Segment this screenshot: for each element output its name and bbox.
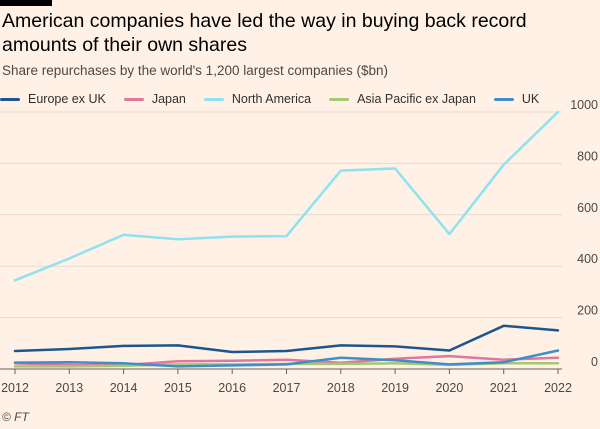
legend-item: North America: [203, 92, 312, 106]
chart-title: American companies have led the way in b…: [2, 10, 527, 56]
x-tick-label: 2013: [55, 381, 83, 395]
legend-label: Japan: [151, 92, 186, 106]
x-tick-label: 2015: [164, 381, 192, 395]
x-tick-label: 2012: [1, 381, 29, 395]
source-credit: © FT: [2, 410, 29, 424]
legend-item: UK: [493, 92, 540, 106]
y-tick-label: 800: [577, 149, 598, 163]
series-line-north-america: [13, 110, 560, 282]
legend-swatch: [203, 97, 224, 101]
legend-label: North America: [231, 92, 312, 106]
legend-swatch: [493, 97, 514, 101]
x-tick-label: 2020: [435, 381, 463, 395]
series-line-uk: [13, 349, 560, 368]
legend-label: UK: [521, 92, 540, 106]
chart-legend: Europe ex UK Japan North America Asia Pacif…: [0, 90, 557, 108]
x-tick-label: 2014: [110, 381, 138, 395]
series-line-europe-ex-uk: [13, 324, 560, 354]
y-tick-label: 1000: [570, 98, 598, 112]
x-tick-label: 2016: [218, 381, 246, 395]
legend-label: Asia Pacific ex Japan: [357, 92, 476, 106]
ft-top-bar: [0, 0, 52, 6]
x-tick-label: 2017: [273, 381, 301, 395]
chart-subtitle: Share repurchases by the world's 1,200 l…: [2, 63, 389, 78]
legend-label: Europe ex UK: [28, 92, 106, 106]
legend-swatch: [329, 97, 350, 101]
y-tick-label: 0: [591, 355, 598, 369]
x-tick-label: 2018: [327, 381, 355, 395]
x-tick-label: 2019: [381, 381, 409, 395]
y-tick-label: 400: [577, 252, 598, 266]
x-tick-label: 2021: [490, 381, 518, 395]
legend-item: Europe ex UK: [0, 92, 106, 106]
y-tick-label: 200: [577, 304, 598, 318]
legend-swatch: [123, 97, 144, 101]
legend-item: Japan: [123, 92, 186, 106]
y-tick-label: 600: [577, 201, 598, 215]
legend-swatch: [0, 97, 20, 101]
x-tick-label: 2022: [544, 381, 572, 395]
legend-item: Asia Pacific ex Japan: [329, 92, 476, 106]
